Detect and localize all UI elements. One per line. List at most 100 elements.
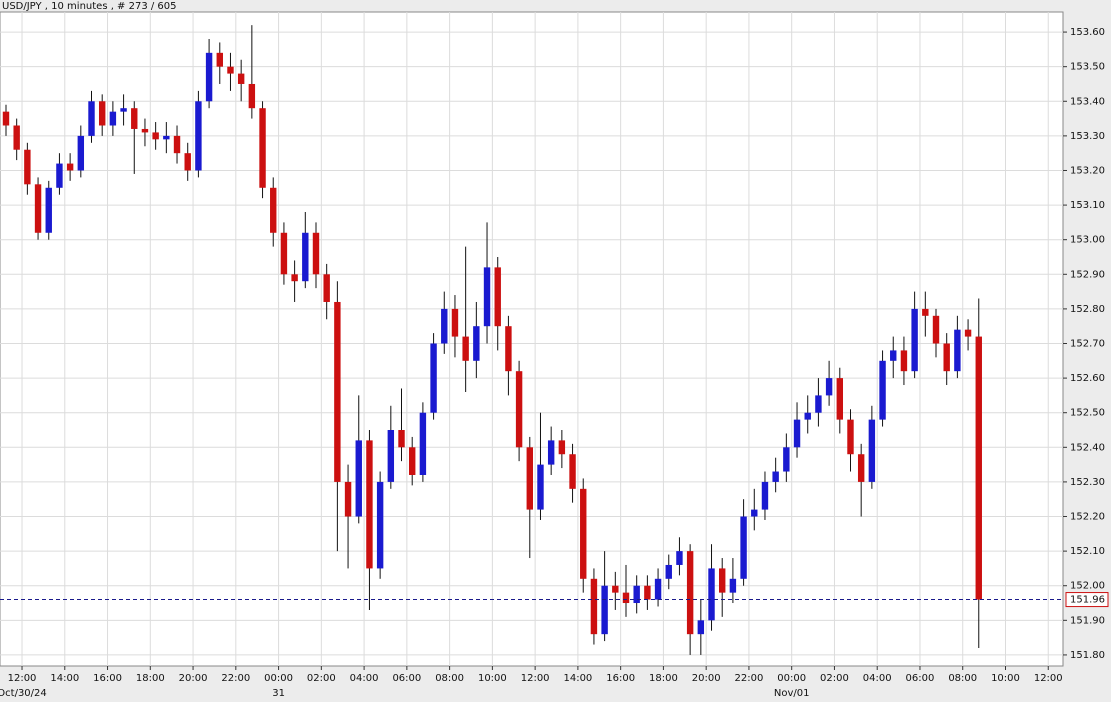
candle-body (13, 125, 20, 150)
candle-body (558, 440, 566, 455)
candle-body (825, 378, 833, 396)
candle-body (783, 447, 790, 472)
candle-body (537, 464, 544, 510)
x-tick-label: 12:00 (521, 673, 550, 684)
x-tick-label: 18:00 (136, 673, 165, 684)
candle-body (334, 301, 341, 482)
candle-body (622, 592, 630, 604)
candle-body (665, 564, 672, 579)
candle-body (205, 52, 213, 102)
candle-body (376, 481, 384, 569)
candle-body (270, 187, 277, 233)
candle-body (141, 128, 149, 133)
candle-body (98, 101, 106, 126)
candle-body (547, 440, 555, 465)
candle-body (729, 578, 737, 593)
candle-body (804, 412, 811, 420)
y-tick-label: 152.40 (1070, 442, 1105, 453)
candle-body (644, 585, 651, 600)
candle-body (323, 274, 330, 302)
x-tick-label: 08:00 (948, 673, 977, 684)
candle-body (954, 329, 961, 372)
candle-body (569, 454, 576, 489)
candle-body (77, 135, 85, 171)
candle-body (195, 101, 202, 171)
y-tick-label: 152.50 (1070, 408, 1105, 419)
candle-body (612, 585, 619, 593)
candle-body (34, 184, 42, 233)
y-tick-label: 153.40 (1070, 96, 1105, 107)
candle-body (302, 232, 309, 282)
x-tick-label: 10:00 (478, 673, 507, 684)
candle-body (291, 274, 298, 282)
y-tick-label: 153.10 (1070, 200, 1105, 211)
candle-body (237, 73, 245, 84)
candle-body (408, 447, 416, 475)
y-tick-label: 153.30 (1070, 131, 1105, 142)
candle-body (441, 308, 448, 344)
x-tick-label: 14:00 (50, 673, 79, 684)
candle-body (740, 516, 747, 579)
candle-body (890, 350, 897, 361)
x-tick-label: 06:00 (906, 673, 935, 684)
candle-body (131, 108, 138, 129)
candle-body (248, 83, 256, 109)
x-tick-label: 12:00 (8, 673, 37, 684)
candle-body (152, 132, 159, 140)
candle-body (430, 343, 437, 413)
candle-body (943, 343, 950, 372)
candle-body (88, 101, 95, 136)
candle-body (120, 108, 127, 112)
candle-body (601, 585, 608, 635)
plot-area (0, 11, 1064, 667)
candle-body (419, 412, 427, 475)
candle-body (911, 308, 918, 372)
x-tick-label: 12:00 (1034, 673, 1063, 684)
candle-body (109, 111, 117, 126)
y-tick-label: 153.00 (1070, 235, 1105, 246)
candle-body (900, 350, 908, 372)
candle-body (515, 371, 523, 448)
candle-body (66, 163, 74, 171)
candle-body (654, 578, 662, 600)
x-tick-label: 02:00 (307, 673, 336, 684)
candle-body (708, 568, 715, 621)
last-price-box (1065, 592, 1109, 608)
x-tick-label: 02:00 (820, 673, 849, 684)
candle-body (975, 336, 982, 600)
candle-body (857, 454, 865, 482)
candle-body (56, 163, 63, 188)
candle-body (227, 66, 234, 74)
candle-body (686, 551, 694, 635)
y-tick-label: 152.20 (1070, 512, 1105, 523)
candle-body (24, 149, 31, 185)
y-tick-label: 152.30 (1070, 477, 1105, 488)
candle-body (344, 481, 352, 517)
x-tick-label: 00:00 (777, 673, 806, 684)
last-price-label: 151.96 (1070, 595, 1105, 606)
candle-body (366, 440, 373, 569)
y-tick-label: 153.60 (1070, 27, 1105, 38)
x-tick-label: 00:00 (264, 673, 293, 684)
candle-body (590, 578, 598, 635)
candle-body (697, 620, 705, 635)
x-tick-label: 14:00 (563, 673, 592, 684)
candle-body (216, 52, 223, 67)
candle-body (163, 135, 170, 140)
candle-body (793, 419, 801, 448)
x-tick-label: 22:00 (221, 673, 250, 684)
candle-body (398, 430, 405, 448)
x-tick-label: 06:00 (392, 673, 421, 684)
y-tick-label: 151.80 (1070, 650, 1105, 661)
candle-body (932, 315, 940, 344)
y-tick-label: 152.90 (1070, 269, 1105, 280)
y-tick-label: 152.80 (1070, 304, 1105, 315)
candle-body (312, 232, 320, 275)
candle-body (45, 187, 52, 233)
x-tick-label: 16:00 (93, 673, 122, 684)
candle-body (173, 135, 181, 154)
candle-body (815, 395, 822, 413)
y-tick-label: 152.70 (1070, 338, 1105, 349)
candle-body (580, 488, 587, 579)
